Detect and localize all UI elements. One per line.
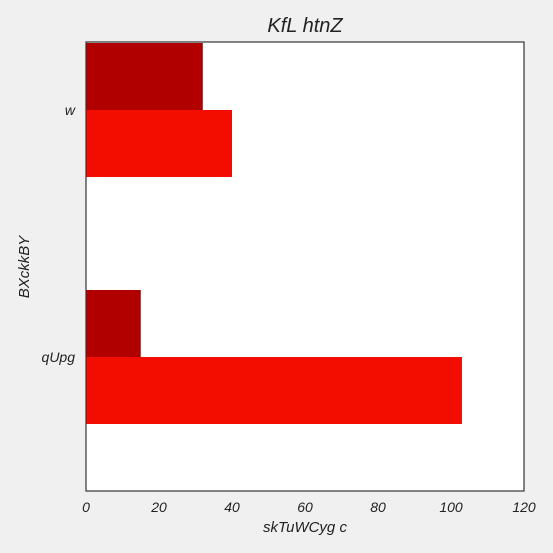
- y-ticks-group: w qUpg: [42, 102, 76, 365]
- y-tick-label: w: [65, 102, 76, 118]
- x-tick-label: 0: [82, 499, 90, 515]
- x-ticks-group: 0 20 40 60 80 100 120: [82, 499, 536, 515]
- plot-frame: [85, 41, 525, 492]
- x-axis-label: skTuWCyg c: [263, 519, 347, 536]
- x-tick-label: 40: [224, 499, 240, 515]
- y-tick-label: qUpg: [42, 349, 76, 365]
- x-tick-label: 100: [439, 499, 463, 515]
- bar-w-series-1: [86, 43, 203, 110]
- x-tick-label: 60: [297, 499, 313, 515]
- bar-qUpg-series-1: [86, 290, 141, 357]
- x-tick-label: 80: [370, 499, 386, 515]
- x-tick-label: 20: [150, 499, 167, 515]
- bar-qUpg-series-2: [86, 357, 462, 424]
- bars-group: [86, 43, 462, 424]
- bar-w-series-2: [86, 110, 232, 177]
- y-axis-label: BXckkBY: [16, 235, 33, 299]
- chart-title: KfL htnZ: [267, 15, 343, 37]
- x-tick-label: 120: [512, 499, 536, 515]
